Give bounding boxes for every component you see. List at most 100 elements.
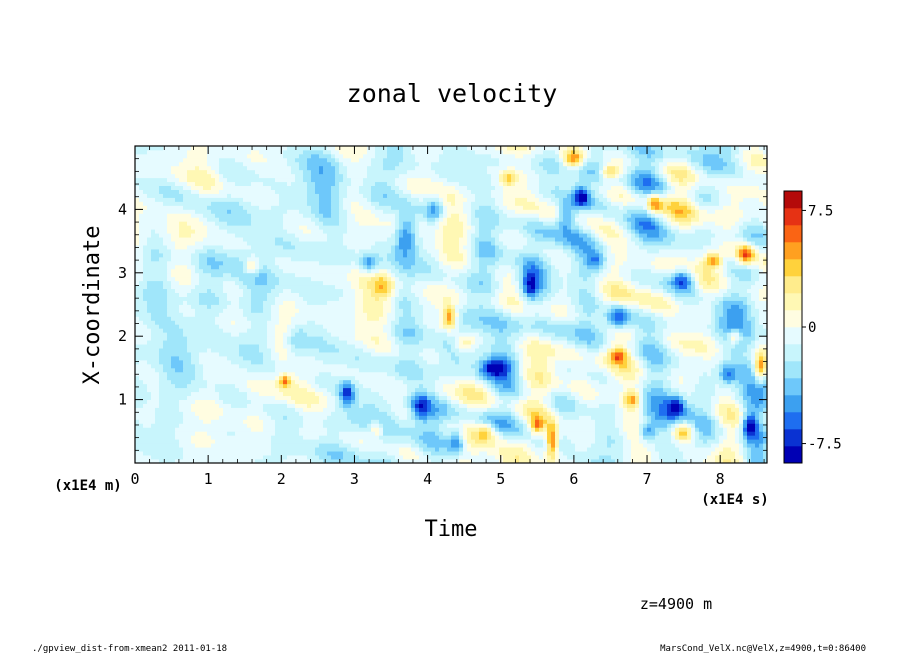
- heatmap-cell: [743, 324, 752, 329]
- heatmap-cell: [331, 153, 336, 159]
- heatmap-cell: [555, 201, 560, 206]
- heatmap-cell: [183, 451, 272, 456]
- heatmap-cell: [439, 249, 444, 254]
- heatmap-cell: [171, 363, 184, 369]
- heatmap-cell: [135, 455, 152, 460]
- heatmap-cell: [259, 260, 276, 266]
- heatmap-cell: [499, 403, 508, 408]
- heatmap-cell: [287, 146, 328, 151]
- heatmap-cell: [627, 252, 704, 258]
- heatmap-cell: [703, 296, 716, 301]
- heatmap-cell: [555, 407, 560, 412]
- heatmap-cell: [539, 217, 556, 222]
- heatmap-cell: [431, 459, 444, 464]
- heatmap-cell: [371, 419, 380, 424]
- heatmap-cell: [599, 352, 608, 357]
- heatmap-cell: [139, 375, 160, 381]
- heatmap-cell: [723, 415, 728, 420]
- heatmap-cell: [395, 249, 404, 254]
- heatmap-cell: [555, 312, 568, 317]
- heatmap-cell: [559, 217, 564, 222]
- heatmap-cell: [359, 387, 372, 393]
- heatmap-cell: [207, 225, 220, 230]
- heatmap-cell: [611, 312, 616, 317]
- heatmap-cell: [487, 268, 496, 274]
- heatmap-cell: [479, 264, 488, 270]
- heatmap-cell: [287, 157, 296, 163]
- heatmap-cell: [603, 356, 608, 361]
- heatmap-cell: [407, 383, 420, 389]
- heatmap-cell: [331, 189, 340, 194]
- heatmap-cell: [731, 280, 756, 286]
- heatmap-cell: [651, 205, 656, 210]
- heatmap-cell: [427, 213, 440, 218]
- heatmap-cell: [723, 356, 732, 361]
- heatmap-cell: [675, 352, 684, 357]
- heatmap-cell: [415, 153, 440, 159]
- heatmap-cell: [495, 237, 500, 242]
- heatmap-cell: [547, 276, 552, 282]
- heatmap-cell: [567, 146, 580, 151]
- heatmap-cell: [179, 229, 196, 234]
- heatmap-cell: [611, 249, 628, 254]
- heatmap-cell: [375, 241, 396, 246]
- heatmap-cell: [371, 245, 392, 250]
- heatmap-cell: [371, 201, 380, 206]
- heatmap-cell: [635, 399, 640, 404]
- heatmap-cell: [691, 276, 696, 282]
- heatmap-cell: [399, 209, 428, 214]
- heatmap-cell: [447, 304, 452, 309]
- heatmap-cell: [579, 221, 588, 226]
- heatmap-cell: [227, 229, 288, 234]
- heatmap-cell: [527, 241, 556, 246]
- heatmap-cell: [571, 260, 580, 266]
- heatmap-cell: [467, 256, 472, 262]
- x-tick-label: 8: [716, 470, 725, 488]
- heatmap-cell: [483, 371, 488, 377]
- heatmap-cell: [567, 161, 572, 167]
- heatmap-cell: [723, 292, 732, 297]
- heatmap-cell: [135, 340, 148, 345]
- heatmap-cell: [759, 217, 768, 222]
- heatmap-cell: [395, 229, 400, 234]
- heatmap-cell: [171, 256, 192, 262]
- heatmap-cell: [599, 379, 608, 385]
- heatmap-cell: [595, 332, 604, 337]
- heatmap-cell: [463, 316, 480, 321]
- heatmap-cell: [643, 423, 648, 428]
- heatmap-cell: [195, 375, 204, 381]
- heatmap-cell: [439, 312, 444, 317]
- heatmap-cell: [491, 348, 512, 353]
- heatmap-cell: [735, 249, 740, 254]
- heatmap-cell: [475, 348, 492, 353]
- heatmap-cell: [515, 415, 520, 420]
- heatmap-cell: [631, 225, 636, 230]
- heatmap-cell: [719, 284, 728, 290]
- heatmap-cell: [579, 292, 592, 297]
- heatmap-cell: [699, 288, 704, 294]
- heatmap-cell: [247, 256, 260, 262]
- heatmap-cell: [347, 411, 388, 416]
- heatmap-cell: [551, 276, 564, 282]
- heatmap-cell: [195, 312, 220, 317]
- heatmap-cell: [307, 197, 320, 202]
- heatmap-cell: [331, 149, 340, 155]
- heatmap-cell: [355, 344, 368, 349]
- heatmap-cell: [275, 383, 280, 389]
- heatmap-cell: [563, 209, 572, 214]
- heatmap-cell: [579, 260, 584, 266]
- heatmap-cell: [727, 284, 732, 290]
- heatmap-cell: [635, 375, 640, 381]
- heatmap-cell: [623, 316, 628, 321]
- heatmap-cell: [603, 344, 612, 349]
- heatmap-cell: [399, 225, 404, 230]
- heatmap-cell: [387, 153, 404, 159]
- heatmap-cell: [463, 451, 472, 456]
- heatmap-cell: [759, 288, 768, 294]
- heatmap-cell: [575, 459, 592, 464]
- heatmap-cell: [379, 340, 392, 345]
- heatmap-cell: [259, 344, 268, 349]
- heatmap-cell: [663, 296, 672, 301]
- heatmap-cell: [687, 411, 696, 416]
- heatmap-cell: [423, 308, 440, 313]
